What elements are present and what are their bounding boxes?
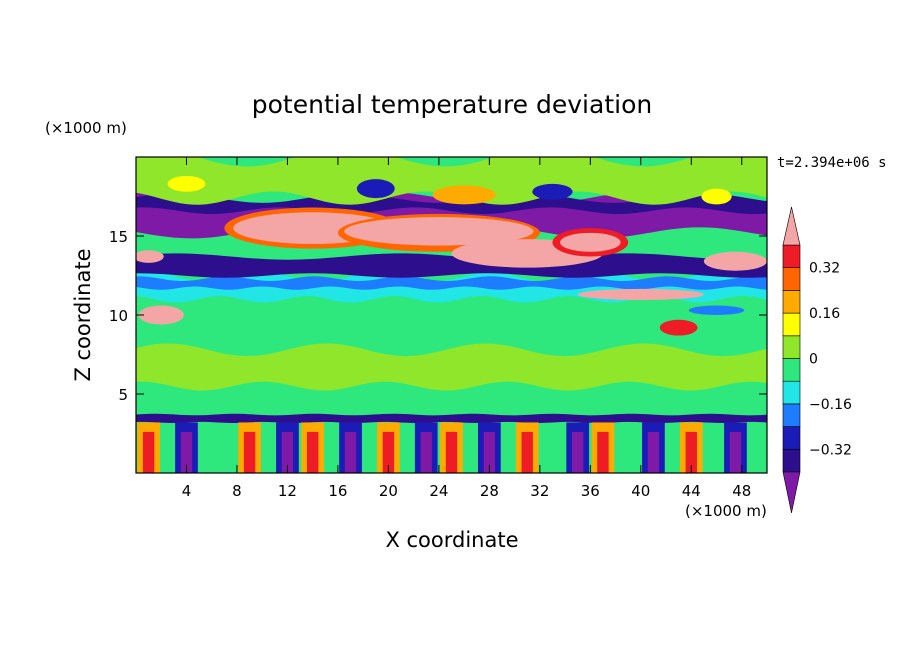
warm-anomaly (432, 185, 496, 205)
band-light-green-mid (136, 343, 767, 391)
x-tick-label: 48 (732, 482, 751, 500)
x-tick-label: 36 (581, 482, 600, 500)
colorbar-tick-label: −0.32 (809, 442, 852, 458)
colorbar-tick-label: 0.32 (809, 261, 840, 277)
y-tick-label: 5 (118, 386, 128, 404)
convective-plume-core (142, 431, 155, 473)
colorbar-tick-label: 0 (809, 352, 818, 368)
x-tick-label: 4 (182, 482, 192, 500)
colorbar-box (782, 290, 801, 314)
x-tick-label: 32 (530, 482, 549, 500)
band-dark-blue-low (136, 413, 767, 423)
colorbar-min-arrow (782, 471, 801, 514)
colorbar-box (782, 380, 801, 405)
colorbar-box (782, 267, 801, 291)
warm-anomaly (577, 288, 704, 300)
convective-plume-core (307, 431, 319, 473)
colorbar-tick-label: 0.16 (809, 306, 840, 322)
x-tick-label: 40 (631, 482, 650, 500)
cold-anomaly (532, 183, 573, 200)
warm-anomaly (138, 305, 184, 325)
convective-plume-core (281, 431, 294, 473)
y-unit-label: (×1000 m) (45, 119, 127, 137)
convective-plume-core (483, 431, 496, 473)
warm-anomaly (167, 175, 206, 192)
convective-plume-core (521, 431, 533, 473)
warm-anomaly (344, 217, 534, 246)
band-dark-blue-top (136, 193, 767, 215)
colorbar-box (782, 244, 801, 269)
x-tick-label: 12 (278, 482, 297, 500)
convective-plume-core (597, 431, 609, 473)
x-tick-label: 20 (379, 482, 398, 500)
band-blue-upper (136, 276, 767, 290)
x-tick-label: 44 (682, 482, 701, 500)
x-tick-label: 16 (328, 482, 347, 500)
convective-plume-core (344, 431, 357, 473)
convective-plume-core (180, 431, 193, 473)
warm-anomaly (560, 232, 621, 252)
warm-anomaly (659, 319, 698, 336)
x-tick-label: 24 (429, 482, 448, 500)
colorbar-box (782, 426, 801, 450)
colorbar-tick-label: −0.16 (809, 397, 852, 413)
convective-plume-core (647, 431, 660, 473)
band-light-green-top (136, 157, 767, 205)
x-axis-label: X coordinate (385, 528, 518, 552)
y-axis: 5 10 15 (109, 228, 767, 404)
cold-anomaly (356, 179, 395, 199)
plot-area (135, 156, 768, 474)
convective-plume-core (420, 431, 432, 473)
colorbar-box (782, 403, 801, 427)
colorbar-box (782, 358, 801, 382)
convective-plume-core (382, 431, 395, 473)
convective-plume-core (685, 431, 697, 473)
time-label: t=2.394e+06 s (777, 155, 887, 171)
contour-field (136, 157, 767, 473)
colorbar-box (782, 312, 801, 337)
x-axis: 4 8 12 16 20 24 28 32 36 40 44 48 (182, 157, 751, 500)
x-unit-label: (×1000 m) (685, 502, 767, 520)
y-axis-label: Z coordinate (71, 248, 95, 381)
colorbar-box (782, 335, 801, 359)
warm-anomaly (136, 250, 164, 263)
cold-anomaly (688, 305, 745, 316)
warm-anomaly (703, 251, 767, 271)
colorbar-max-arrow (782, 206, 801, 246)
convective-plume-core (445, 431, 458, 473)
y-tick-label: 15 (109, 228, 128, 246)
convective-plume-core (572, 431, 584, 473)
chart-title: potential temperature deviation (252, 90, 652, 119)
warm-anomaly (701, 188, 732, 205)
x-tick-label: 28 (480, 482, 499, 500)
convective-plume-core (729, 431, 742, 473)
band-dark-blue (136, 253, 767, 278)
convective-plume-core (243, 431, 256, 473)
y-tick-label: 10 (109, 307, 128, 325)
colorbar: 0.32 0.16 0 −0.16 −0.32 (782, 206, 852, 514)
x-tick-label: 8 (232, 482, 242, 500)
colorbar-box (782, 448, 801, 473)
